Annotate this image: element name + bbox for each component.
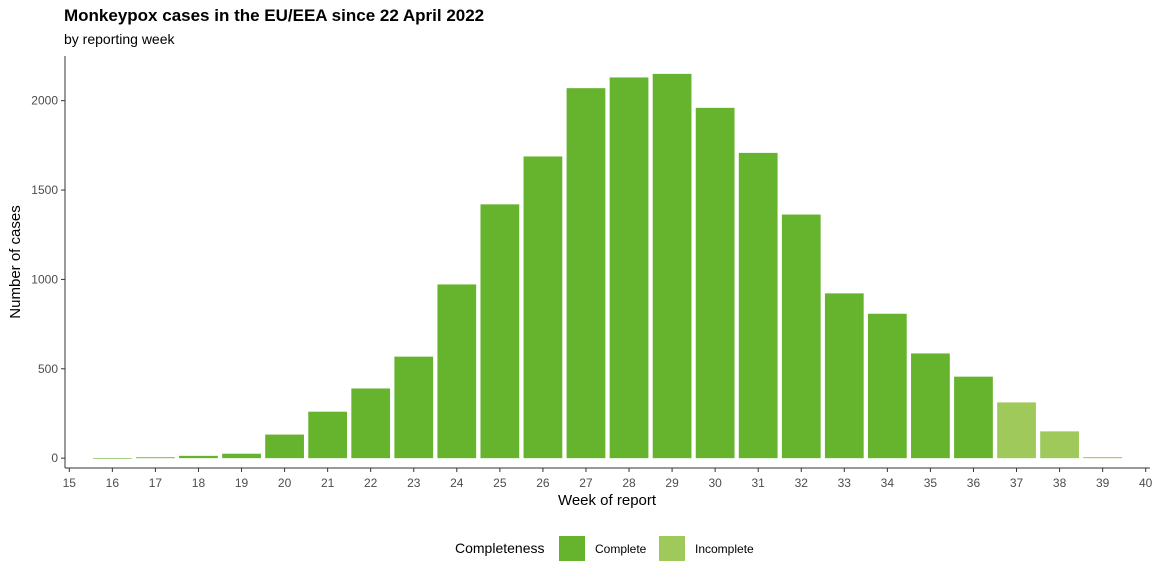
bar-week-20 xyxy=(265,434,304,459)
y-tick-label: 1500 xyxy=(31,183,58,197)
bar-week-39 xyxy=(1083,457,1123,459)
x-tick-label: 29 xyxy=(665,476,679,490)
bar-week-29 xyxy=(652,73,692,459)
axes-layer: 0 500 1000 1500 2000 15 16 17 18 19 20 21 22 23 24 25 26… xyxy=(31,56,1153,490)
x-tick-label: 25 xyxy=(493,476,507,490)
bar-week-27 xyxy=(566,88,606,459)
x-axis-title: Week of report xyxy=(558,492,657,509)
x-tick-label: 18 xyxy=(192,476,206,490)
legend: Completeness Complete Incomplete xyxy=(455,536,754,561)
y-tick-label: 2000 xyxy=(31,94,58,108)
bar-week-23 xyxy=(394,356,434,459)
bar-week-37 xyxy=(997,402,1036,459)
x-tick-label: 35 xyxy=(924,476,938,490)
bar-week-16 xyxy=(92,457,132,459)
bar-week-21 xyxy=(308,411,348,459)
x-tick-label: 19 xyxy=(235,476,249,490)
x-tick-label: 30 xyxy=(708,476,722,490)
y-axis-title: Number of cases xyxy=(7,205,24,318)
x-tick-label: 36 xyxy=(967,476,981,490)
legend-title: Completeness xyxy=(455,540,545,556)
bar-week-36 xyxy=(954,376,993,459)
bar-week-19 xyxy=(222,453,261,459)
y-tick-label: 1000 xyxy=(31,272,58,286)
x-tick-label: 32 xyxy=(795,476,809,490)
x-tick-label: 17 xyxy=(149,476,163,490)
x-tick-label: 40 xyxy=(1139,476,1153,490)
x-tick-label: 24 xyxy=(450,476,464,490)
x-tick-label: 38 xyxy=(1053,476,1067,490)
bar-week-31 xyxy=(738,152,778,459)
bar-week-34 xyxy=(867,313,907,459)
x-tick-label: 23 xyxy=(407,476,421,490)
y-tick-label: 0 xyxy=(51,451,58,465)
legend-label-complete: Complete xyxy=(595,542,647,556)
legend-swatch-incomplete xyxy=(659,536,685,561)
x-tick-label: 16 xyxy=(106,476,120,490)
bar-week-26 xyxy=(523,156,563,459)
bar-week-18 xyxy=(179,455,218,459)
chart-subtitle: by reporting week xyxy=(64,31,175,47)
bar-week-24 xyxy=(437,284,477,459)
bar-week-35 xyxy=(911,353,950,459)
bar-week-38 xyxy=(1040,431,1079,459)
x-tick-label: 15 xyxy=(63,476,77,490)
x-tick-label: 39 xyxy=(1096,476,1110,490)
x-tick-label: 26 xyxy=(536,476,550,490)
bars-layer xyxy=(92,73,1123,459)
bar-week-22 xyxy=(351,388,391,459)
x-tick-label: 33 xyxy=(838,476,852,490)
bar-week-25 xyxy=(480,204,520,459)
legend-label-incomplete: Incomplete xyxy=(695,542,754,556)
x-tick-label: 31 xyxy=(752,476,766,490)
y-tick-label: 500 xyxy=(38,362,58,376)
x-tick-label: 28 xyxy=(622,476,636,490)
x-tick-label: 21 xyxy=(321,476,335,490)
x-tick-label: 22 xyxy=(364,476,378,490)
bar-week-33 xyxy=(824,293,864,459)
chart-title: Monkeypox cases in the EU/EEA since 22 A… xyxy=(64,6,485,25)
bar-week-32 xyxy=(781,214,821,459)
bar-week-17 xyxy=(136,457,175,459)
legend-swatch-complete xyxy=(559,536,585,561)
x-tick-label: 37 xyxy=(1010,476,1024,490)
x-tick-label: 27 xyxy=(579,476,593,490)
x-tick-label: 34 xyxy=(881,476,895,490)
bar-week-30 xyxy=(695,107,735,459)
bar-week-28 xyxy=(609,77,649,459)
x-tick-label: 20 xyxy=(278,476,292,490)
